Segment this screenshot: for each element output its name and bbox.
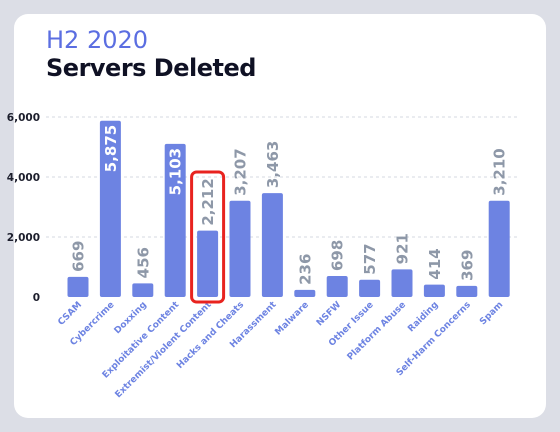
bar <box>132 283 154 297</box>
x-category-label: CSAM <box>56 300 84 328</box>
x-category-label: Spam <box>478 300 505 327</box>
value-label: 456 <box>134 247 152 278</box>
value-label: 2,212 <box>199 178 217 225</box>
bar <box>164 143 186 297</box>
value-label: 698 <box>329 240 347 271</box>
x-category-label: Malware <box>273 300 311 338</box>
bar <box>197 230 219 297</box>
bar <box>294 289 316 297</box>
highlight-box <box>190 170 226 304</box>
value-label: 5,103 <box>167 148 185 195</box>
value-label: 369 <box>458 250 476 281</box>
bar <box>359 279 381 297</box>
y-tick-label: 6,000 <box>7 112 40 124</box>
x-category-label: Platform Abuse <box>346 300 409 363</box>
chart-subtitle: H2 2020 <box>46 26 149 54</box>
bar <box>456 285 478 297</box>
value-label: 3,210 <box>491 148 509 195</box>
value-label: 921 <box>394 233 412 264</box>
bar <box>391 269 413 297</box>
y-tick-label: 4,000 <box>7 172 40 184</box>
bar <box>229 200 251 297</box>
value-label: 414 <box>426 248 444 279</box>
value-label: 3,207 <box>232 148 250 195</box>
value-label: 236 <box>296 254 314 285</box>
bar <box>488 200 510 297</box>
bar <box>326 276 348 297</box>
chart-title: Servers Deleted <box>46 54 256 82</box>
y-tick-label: 0 <box>33 292 40 304</box>
bar <box>423 284 445 297</box>
y-tick-label: 2,000 <box>7 232 40 244</box>
value-label: 669 <box>70 241 88 272</box>
bar <box>261 193 283 297</box>
value-label: 5,875 <box>102 125 120 172</box>
x-category-label: NSFW <box>315 300 343 328</box>
value-label: 577 <box>361 243 379 274</box>
bar <box>99 120 121 297</box>
bar <box>67 276 89 297</box>
value-label: 3,463 <box>264 141 282 188</box>
